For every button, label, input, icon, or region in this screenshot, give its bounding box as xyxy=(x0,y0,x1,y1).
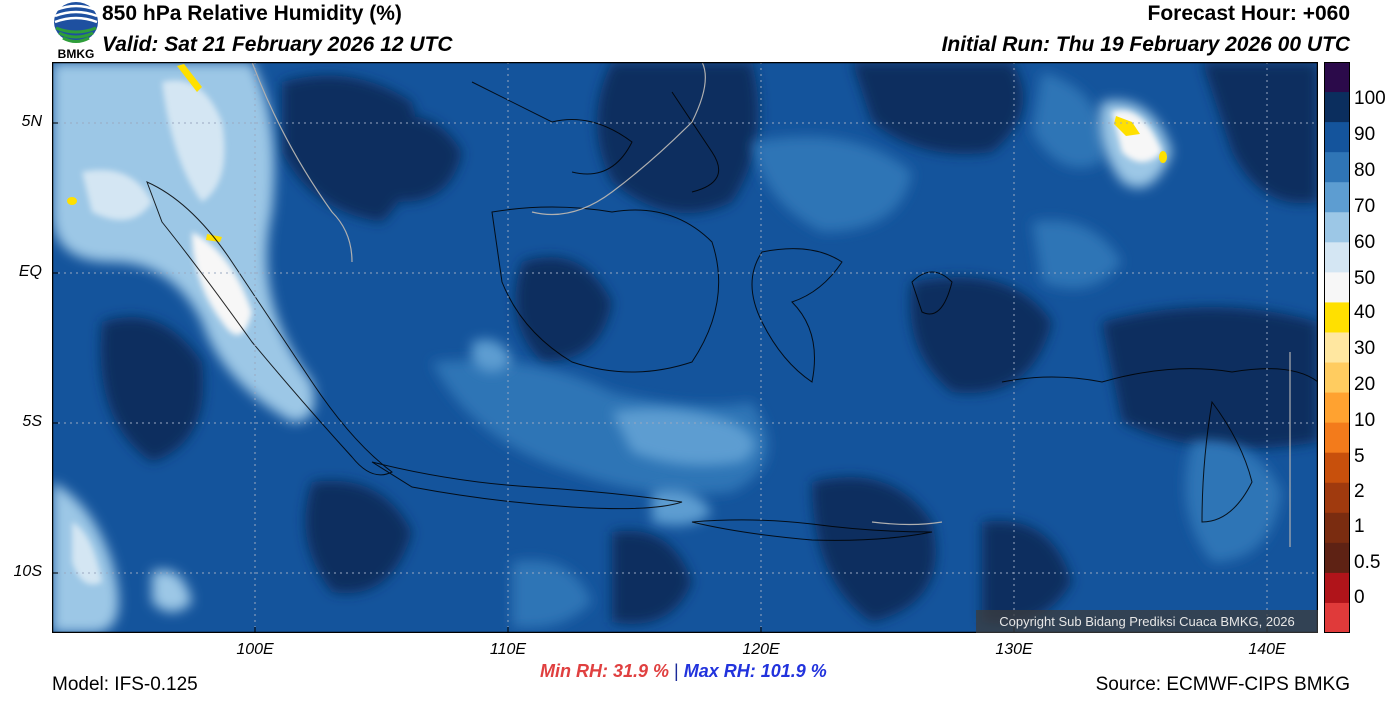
colorbar-segment xyxy=(1324,542,1350,574)
colorbar-label-70: 70 xyxy=(1354,196,1376,217)
lat-label-5n: 5N xyxy=(21,113,42,130)
colorbar-segment xyxy=(1324,482,1350,514)
country-borders xyxy=(251,62,1291,547)
colorbar-segment xyxy=(1324,422,1350,454)
colorbar-label-1: 1 xyxy=(1354,516,1365,537)
colorbar-segment xyxy=(1324,152,1350,183)
colorbar-label-10: 10 xyxy=(1354,410,1376,431)
lon-label-100e: 100E xyxy=(236,641,274,658)
colorbar-segment xyxy=(1324,392,1350,424)
lon-label-140e: 140E xyxy=(1248,641,1286,658)
colorbar-segment xyxy=(1324,362,1350,394)
colorbar-segment xyxy=(1324,452,1350,484)
rh-field-dark xyxy=(100,62,1318,624)
colorbar-label-20: 20 xyxy=(1354,374,1376,395)
colorbar-segment xyxy=(1324,242,1350,273)
colorbar-label-30: 30 xyxy=(1354,338,1376,359)
colorbar-label-80: 80 xyxy=(1354,160,1376,181)
lat-label-eq: EQ xyxy=(18,263,42,280)
lat-label-10s: 10S xyxy=(13,563,42,580)
colorbar-label-0: 0 xyxy=(1354,587,1365,608)
copyright-notice: Copyright Sub Bidang Prediksi Cuaca BMKG… xyxy=(976,610,1318,633)
source-label: Source: ECMWF-CIPS BMKG xyxy=(1095,674,1350,695)
graticule xyxy=(52,62,1318,633)
colorbar-segment xyxy=(1324,92,1350,123)
colorbar-label-50: 50 xyxy=(1354,268,1376,289)
coastlines xyxy=(146,81,1318,541)
colorbar-label-0-5: 0.5 xyxy=(1354,552,1381,573)
colorbar xyxy=(1324,62,1350,633)
lon-label-120e: 120E xyxy=(742,641,780,658)
colorbar-segment xyxy=(1324,122,1350,153)
colorbar-segment xyxy=(1324,62,1350,93)
colorbar-segment xyxy=(1324,272,1350,303)
colorbar-segment xyxy=(1324,602,1350,633)
colorbar-segment xyxy=(1324,182,1350,213)
colorbar-segment xyxy=(1324,302,1350,333)
logo-text: BMKG xyxy=(57,47,95,61)
map-title: 850 hPa Relative Humidity (%) xyxy=(102,2,402,25)
max-rh: Max RH: 101.9 % xyxy=(683,661,827,681)
colorbar-label-2: 2 xyxy=(1354,481,1365,502)
humidity-map xyxy=(52,62,1318,633)
colorbar-frame xyxy=(1324,62,1350,633)
rh-field-driest xyxy=(67,64,1167,242)
map-frame xyxy=(52,62,1318,633)
rh-extremes: Min RH: 31.9 % | Max RH: 101.9 % xyxy=(540,661,827,682)
colorbar-label-40: 40 xyxy=(1354,302,1376,323)
colorbar-label-100: 100 xyxy=(1354,88,1386,109)
initial-run: Initial Run: Thu 19 February 2026 00 UTC xyxy=(941,33,1350,56)
colorbar-label-90: 90 xyxy=(1354,124,1376,145)
bmkg-logo xyxy=(54,2,98,43)
lat-label-5s: 5S xyxy=(22,413,42,430)
colorbar-segment xyxy=(1324,332,1350,364)
forecast-hour: Forecast Hour: +060 xyxy=(1147,2,1351,25)
lon-label-110e: 110E xyxy=(489,641,527,658)
valid-time: Valid: Sat 21 February 2026 12 UTC xyxy=(102,33,453,56)
colorbar-label-60: 60 xyxy=(1354,232,1376,253)
rh-separator: | xyxy=(674,661,679,681)
colorbar-segment xyxy=(1324,212,1350,243)
colorbar-segment xyxy=(1324,512,1350,544)
lon-label-130e: 130E xyxy=(995,641,1033,658)
colorbar-label-5: 5 xyxy=(1354,446,1365,467)
min-rh: Min RH: 31.9 % xyxy=(540,661,670,681)
colorbar-segment xyxy=(1324,572,1350,604)
model-label: Model: IFS-0.125 xyxy=(52,674,198,695)
